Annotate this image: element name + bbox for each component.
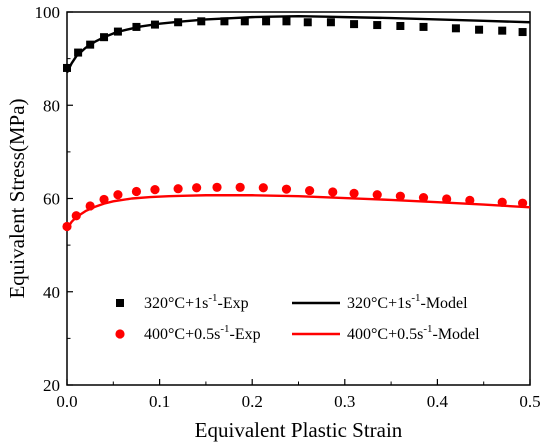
series-0-data-point bbox=[63, 63, 71, 72]
series-3-model-line bbox=[65, 194, 531, 230]
series-2-data-point bbox=[305, 185, 315, 196]
series-0-data-point bbox=[498, 26, 507, 35]
series-2-data-point bbox=[113, 190, 123, 200]
legend-label-part: -1 bbox=[220, 323, 229, 335]
series-2-data-point bbox=[517, 198, 528, 208]
series-2-data-point bbox=[372, 190, 382, 200]
series-0-data-point bbox=[419, 22, 428, 31]
series-0-data-point bbox=[303, 18, 312, 27]
axes: 0.0 0.1 0.2 0.3 0.4 0.5 20 40 60 80 100 bbox=[35, 3, 541, 411]
x-tick-label: 0.0 bbox=[56, 392, 77, 411]
y-tick-label: 40 bbox=[43, 283, 60, 302]
legend-label-2: 400°C+0.5s-1-Exp bbox=[144, 323, 261, 343]
series-2-data-point bbox=[349, 188, 359, 198]
series-2-data-point bbox=[212, 182, 222, 192]
legend-label-part: 400°C+0.5s bbox=[144, 326, 220, 343]
series-2-data-point bbox=[442, 194, 452, 204]
y-tick-label: 20 bbox=[43, 376, 60, 395]
x-tick-label: 0.3 bbox=[334, 392, 355, 411]
series-2-data-point bbox=[395, 191, 405, 201]
x-tick-label: 0.4 bbox=[427, 392, 449, 411]
series-2-data-point bbox=[173, 184, 183, 194]
legend-label-part: -1 bbox=[411, 292, 420, 304]
series-2-data-point bbox=[281, 184, 292, 194]
series-0-data-point bbox=[373, 21, 382, 30]
legend-label-part: -Model bbox=[421, 295, 469, 312]
x-tick-label: 0.1 bbox=[149, 392, 170, 411]
x-axis-title: Equivalent Plastic Strain bbox=[195, 418, 403, 442]
legend-label-part: -Model bbox=[433, 326, 481, 343]
legend-label-part: -Exp bbox=[218, 295, 249, 312]
series-0-data-point bbox=[74, 48, 83, 57]
series-2-data-point bbox=[99, 194, 109, 205]
x-tick-label: 0.2 bbox=[242, 392, 263, 411]
series-0-data-point bbox=[282, 17, 291, 26]
y-axis-title: Equivalent Stress(MPa) bbox=[5, 98, 29, 298]
legend-label-part: 320°C+1s bbox=[347, 295, 411, 312]
legend-label-part: -Exp bbox=[230, 326, 261, 343]
series-2-data-point bbox=[192, 183, 202, 193]
legend-marker-2 bbox=[115, 329, 125, 339]
series-0-data-point bbox=[262, 17, 271, 26]
series-2-data-point bbox=[131, 186, 142, 197]
series-0-data-point bbox=[396, 21, 405, 30]
series-0-data-point bbox=[197, 17, 206, 26]
series-2-data-point bbox=[150, 185, 160, 195]
series-0-data-point bbox=[240, 17, 249, 26]
y-tick-label: 80 bbox=[43, 96, 60, 115]
series-0-data-point bbox=[350, 20, 359, 29]
series-0-data-point bbox=[326, 18, 335, 27]
y-tick-label: 60 bbox=[43, 190, 60, 209]
series-2-data-point bbox=[235, 182, 245, 192]
series-0-data-point bbox=[451, 24, 460, 33]
series-0-data-point bbox=[220, 17, 229, 26]
legend-label-1: 320°C+1s-1-Model bbox=[347, 292, 468, 312]
series-0-data-point bbox=[518, 28, 527, 37]
plot-area bbox=[62, 15, 531, 232]
x-tick-label: 0.5 bbox=[519, 392, 540, 411]
legend-label-part: -1 bbox=[208, 292, 217, 304]
series-2-data-point bbox=[258, 183, 268, 193]
legend-marker-0 bbox=[116, 299, 124, 307]
legend-label-3: 400°C+0.5s-1-Model bbox=[347, 323, 480, 343]
series-2-data-point bbox=[418, 192, 429, 203]
legend: 320°C+1s-1-Exp400°C+0.5s-1-Exp320°C+1s-1… bbox=[115, 292, 480, 343]
legend-label-part: 320°C+1s bbox=[144, 295, 208, 312]
legend-label-part: -1 bbox=[423, 323, 432, 335]
y-tick-label: 100 bbox=[35, 3, 61, 22]
legend-label-0: 320°C+1s-1-Exp bbox=[144, 292, 249, 312]
legend-label-part: 400°C+0.5s bbox=[347, 326, 423, 343]
series-1-model-line bbox=[65, 15, 531, 74]
series-0-data-point bbox=[475, 25, 484, 34]
series-2-data-point bbox=[328, 187, 338, 197]
